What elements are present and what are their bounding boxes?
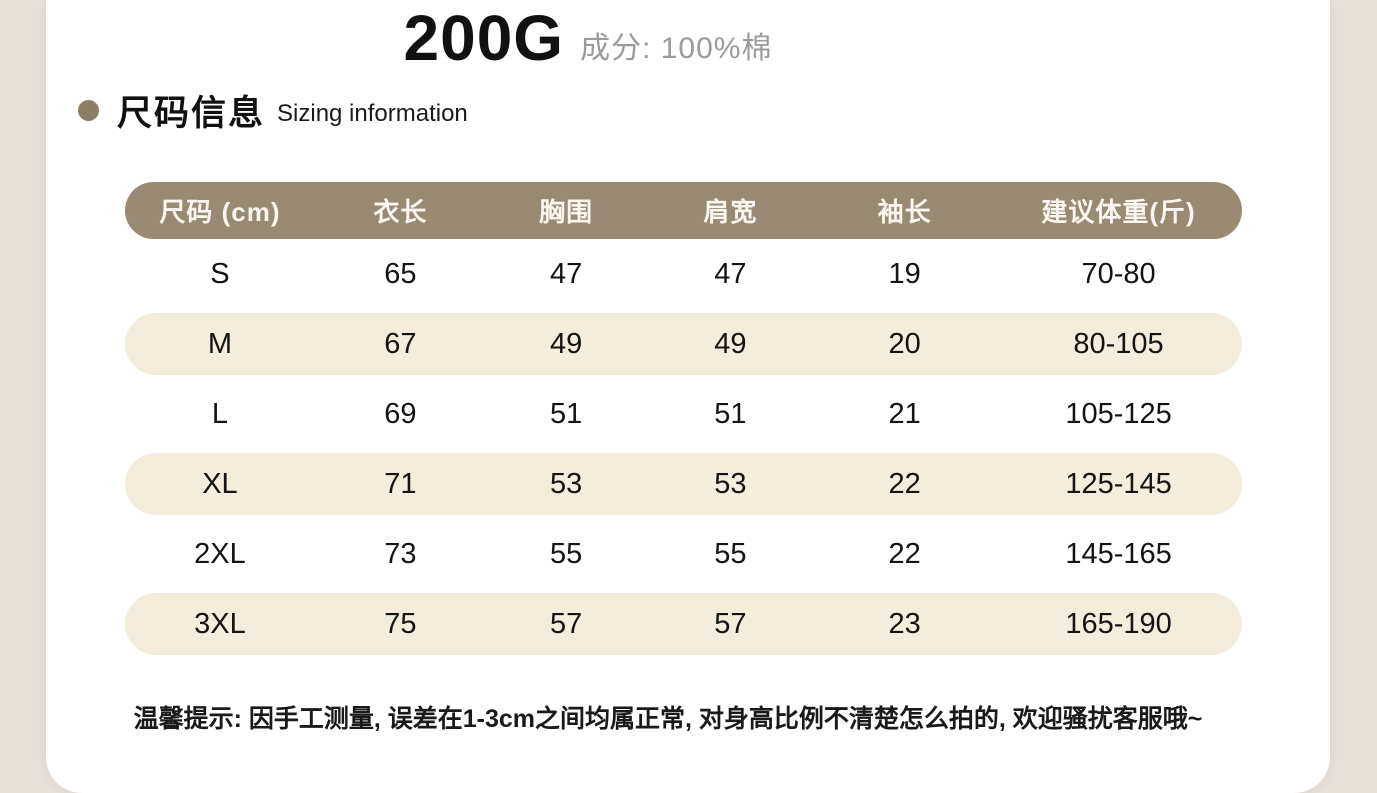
sleeve-cell: 21 xyxy=(888,397,921,430)
bust-cell: 55 xyxy=(550,537,583,570)
table-row-3xl: 3XL 75 57 57 23 165-190 xyxy=(125,593,1242,655)
size-cell: S xyxy=(210,257,230,290)
bust-cell: 57 xyxy=(550,607,583,640)
weight-cell: 125-145 xyxy=(1065,467,1172,500)
header-cell-size: 尺码 (cm) xyxy=(159,197,281,227)
table-row-2xl: 2XL 73 55 55 22 145-165 xyxy=(125,519,1242,589)
sleeve-cell: 22 xyxy=(888,467,921,500)
size-cell: M xyxy=(207,327,233,360)
weight-cell: 80-105 xyxy=(1073,327,1164,360)
product-info-card: 200G 成分: 100%棉 尺码信息 Sizing information 尺… xyxy=(46,0,1330,793)
product-title: 200G 成分: 100%棉 xyxy=(0,0,1230,74)
table-row-xl: XL 71 53 53 22 125-145 xyxy=(125,453,1242,515)
header-cell-weight: 建议体重(斤) xyxy=(1041,197,1196,227)
shoulder-cell: 55 xyxy=(714,537,747,570)
bust-cell: 47 xyxy=(550,257,583,290)
section-header: 尺码信息 Sizing information xyxy=(46,88,1330,133)
header-cell-shoulder: 肩宽 xyxy=(703,197,758,227)
size-table: 尺码 (cm) 衣长 胸围 肩宽 袖长 建议体重(斤) S 65 47 47 1… xyxy=(125,182,1242,655)
bust-cell: 53 xyxy=(550,467,583,500)
length-cell: 67 xyxy=(384,327,417,360)
length-cell: 69 xyxy=(384,397,417,430)
weight-cell: 105-125 xyxy=(1065,397,1172,430)
shoulder-cell: 51 xyxy=(714,397,747,430)
shoulder-cell: 49 xyxy=(714,327,747,360)
bullet-icon xyxy=(78,99,99,121)
size-cell: XL xyxy=(202,467,238,500)
sleeve-cell: 23 xyxy=(888,607,921,640)
table-row-s: S 65 47 47 19 70-80 xyxy=(125,239,1242,309)
weight-cell: 165-190 xyxy=(1065,607,1172,640)
sleeve-cell: 20 xyxy=(888,327,921,360)
size-cell: L xyxy=(211,397,228,430)
composition-label: 成分: 100%棉 xyxy=(580,32,773,65)
shoulder-cell: 47 xyxy=(714,257,747,290)
table-row-l: L 69 51 51 21 105-125 xyxy=(125,379,1242,449)
header-cell-length: 衣长 xyxy=(373,197,428,227)
bust-cell: 51 xyxy=(550,397,583,430)
sleeve-cell: 19 xyxy=(888,257,921,290)
bust-cell: 49 xyxy=(550,327,583,360)
table-header-row: 尺码 (cm) 衣长 胸围 肩宽 袖长 建议体重(斤) xyxy=(125,182,1242,239)
weight-cell: 70-80 xyxy=(1081,257,1156,290)
fabric-weight-title: 200G xyxy=(403,2,565,74)
sleeve-cell: 22 xyxy=(888,537,921,570)
size-cell: 2XL xyxy=(194,537,246,570)
length-cell: 71 xyxy=(384,467,417,500)
measurement-note: 温馨提示: 因手工测量, 误差在1-3cm之间均属正常, 对身高比例不清楚怎么拍… xyxy=(133,705,1203,733)
length-cell: 73 xyxy=(384,537,417,570)
shoulder-cell: 57 xyxy=(714,607,747,640)
header-cell-bust: 胸围 xyxy=(539,197,594,227)
length-cell: 65 xyxy=(384,257,417,290)
weight-cell: 145-165 xyxy=(1065,537,1172,570)
table-row-m: M 67 49 49 20 80-105 xyxy=(125,313,1242,375)
header-cell-sleeve: 袖长 xyxy=(877,197,932,227)
length-cell: 75 xyxy=(384,607,417,640)
shoulder-cell: 53 xyxy=(714,467,747,500)
size-cell: 3XL xyxy=(194,607,246,640)
section-title-en: Sizing information xyxy=(277,100,468,127)
section-title-zh: 尺码信息 xyxy=(117,93,266,133)
